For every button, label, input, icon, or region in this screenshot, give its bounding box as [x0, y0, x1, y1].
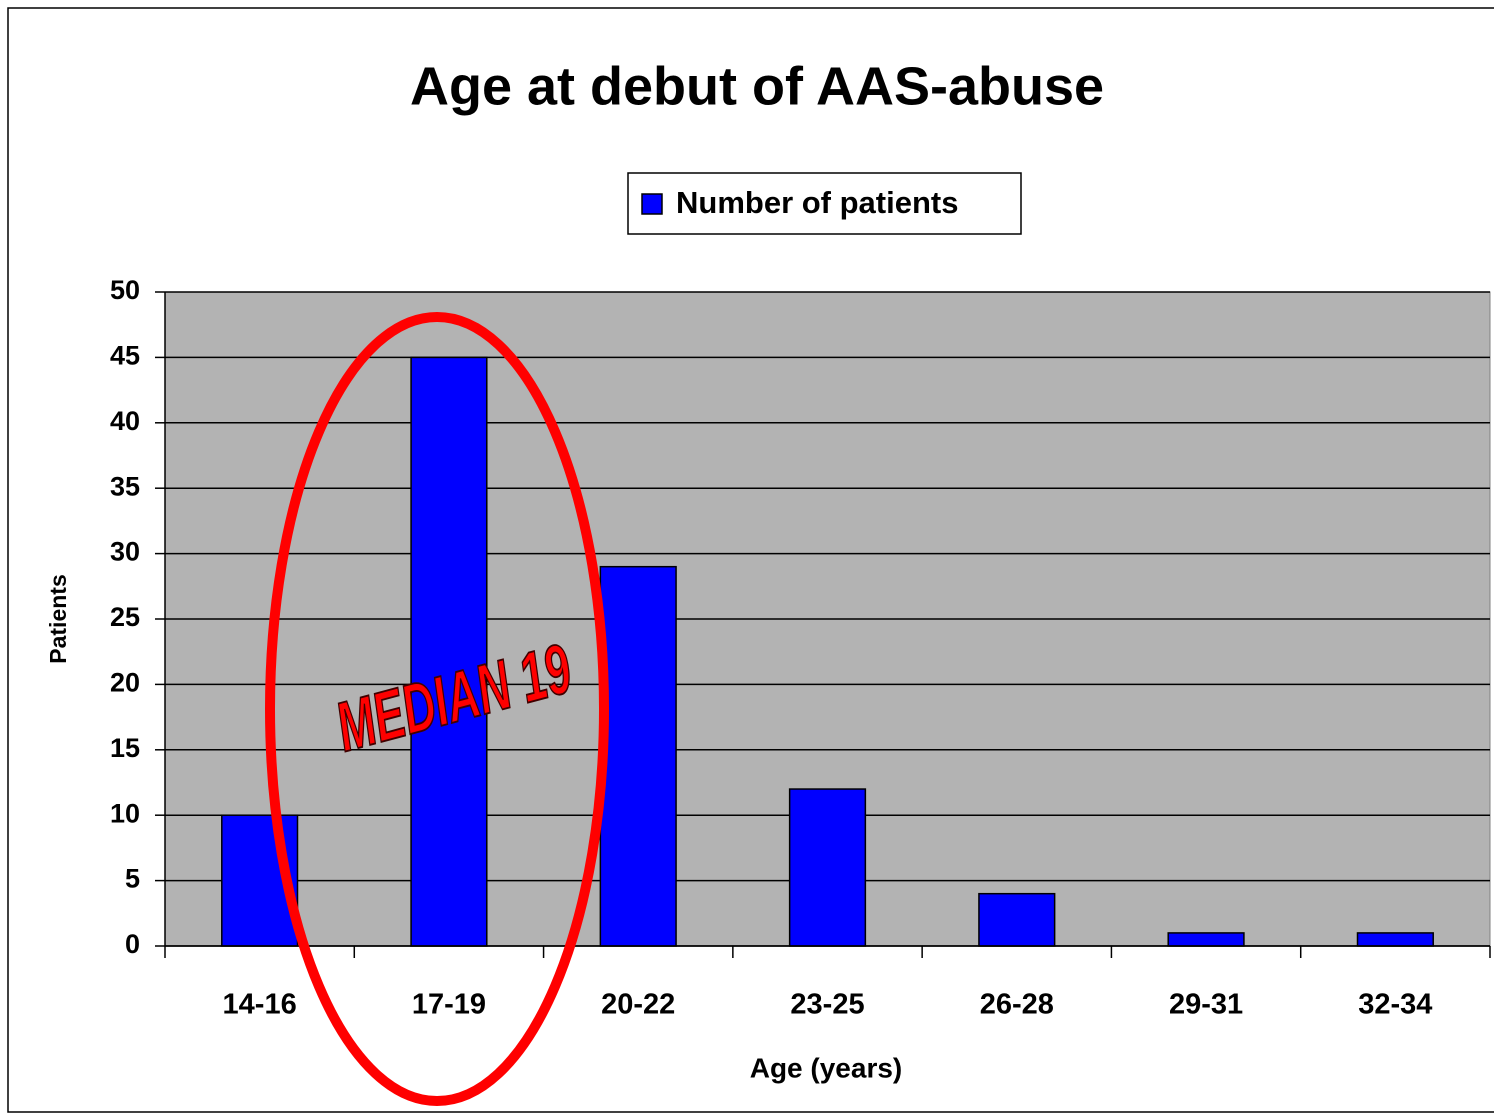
y-tick-label: 10	[110, 798, 140, 828]
legend: Number of patients	[627, 172, 1022, 235]
y-axis-label: Patients	[45, 574, 71, 663]
x-tick-label: 23-25	[790, 989, 864, 1021]
x-tick-label: 26-28	[980, 989, 1054, 1021]
y-tick-label: 50	[110, 275, 140, 305]
bar	[1356, 932, 1434, 947]
legend-label: Number of patients	[676, 185, 958, 220]
bar	[1167, 932, 1245, 947]
y-tick-label: 35	[110, 471, 140, 501]
chart-title: Age at debut of AAS-abuse	[410, 56, 1104, 116]
bar	[410, 356, 488, 947]
x-axis-label: Age (years)	[750, 1052, 903, 1083]
y-tick-label: 30	[110, 537, 140, 567]
legend-swatch	[641, 193, 663, 215]
x-tick-label: 32-34	[1358, 989, 1432, 1021]
y-tick-label: 25	[110, 602, 140, 632]
x-tick-label: 14-16	[223, 989, 297, 1021]
y-tick-label: 40	[110, 406, 140, 436]
legend-box	[627, 172, 1022, 235]
bar	[788, 788, 867, 947]
y-tick-label: 5	[125, 864, 140, 894]
bar	[599, 565, 677, 947]
y-tick-label: 0	[125, 929, 140, 959]
plot: 0 5 10 15 20 25 30 35 40 45 50 14-16 17-19 20-22 23-25…	[110, 275, 1491, 1021]
y-tick-label: 45	[110, 341, 140, 371]
x-tick-label: 29-31	[1169, 989, 1243, 1021]
x-tick-label: 20-22	[601, 989, 675, 1021]
x-tick-label: 17-19	[412, 989, 486, 1021]
bar	[978, 892, 1056, 947]
y-tick-label: 15	[110, 733, 140, 763]
highlight-ellipse	[265, 312, 609, 1106]
y-tick-label: 20	[110, 668, 140, 698]
